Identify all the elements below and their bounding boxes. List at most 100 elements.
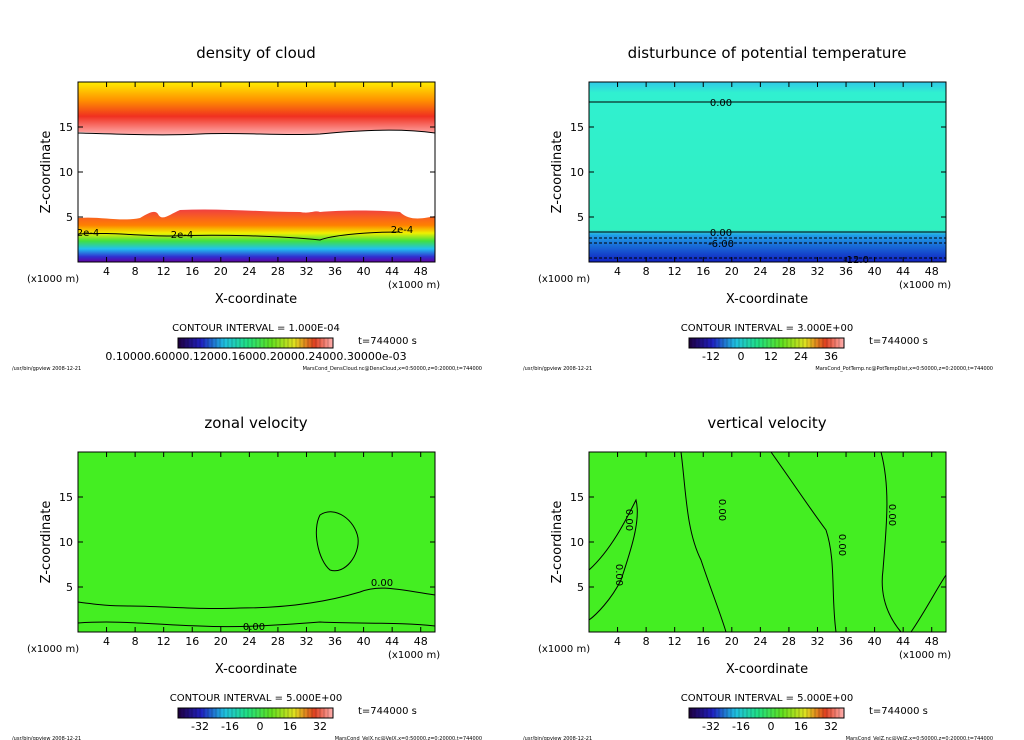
y-tick-label: 5 xyxy=(66,211,73,224)
x-tick-label: 44 xyxy=(896,265,910,278)
contour-label: 0.00 xyxy=(836,534,847,556)
contour-interval: CONTOUR INTERVAL = 1.000E-04 xyxy=(172,323,340,334)
contour-label: 0.00 xyxy=(613,564,624,586)
x-tick-label: 8 xyxy=(132,635,139,648)
contour-label: 0.00 xyxy=(623,509,634,531)
contour-label: 0.00 xyxy=(371,578,393,589)
x-tick-label: 4 xyxy=(614,635,621,648)
colorbar-label: 24 xyxy=(794,350,808,363)
x-tick-label: 4 xyxy=(103,265,110,278)
colorbar-label: 16 xyxy=(283,720,297,733)
footer-left: /usr/bin/gpview 2008-12-21 xyxy=(12,736,81,740)
x-tick-label: 4 xyxy=(614,265,621,278)
plot-background xyxy=(589,82,946,262)
colorbar-label: -16 xyxy=(221,720,239,733)
colorbar-label: 16 xyxy=(794,720,808,733)
x-tick-label: 32 xyxy=(299,635,313,648)
colorbar-label: 0 xyxy=(768,720,775,733)
x-tick-label: 36 xyxy=(328,265,342,278)
x-tick-label: 48 xyxy=(925,265,939,278)
x-axis-label: X-coordinate xyxy=(726,662,808,677)
x-unit-label-right: (x1000 m) xyxy=(388,280,440,291)
x-tick-label: 44 xyxy=(385,635,399,648)
x-tick-label: 48 xyxy=(414,265,428,278)
x-tick-label: 24 xyxy=(753,635,767,648)
x-tick-label: 28 xyxy=(271,265,285,278)
x-tick-label: 28 xyxy=(782,265,796,278)
chart-title: disturbunce of potential temperature xyxy=(628,44,907,62)
x-tick-label: 36 xyxy=(839,635,853,648)
x-tick-label: 20 xyxy=(214,265,228,278)
colorbar-label: 32 xyxy=(313,720,327,733)
cloud-band-upper xyxy=(78,82,435,135)
x-tick-label: 20 xyxy=(214,635,228,648)
x-tick-label: 40 xyxy=(868,265,882,278)
x-tick-label: 12 xyxy=(157,635,171,648)
x-tick-label: 8 xyxy=(643,265,650,278)
plot-area: 0.00 0.00 xyxy=(77,451,436,633)
y-tick-label: 15 xyxy=(59,491,73,504)
x-unit-label-left: (x1000 m) xyxy=(27,274,79,285)
y-tick-label: 10 xyxy=(570,536,584,549)
y-axis-label: Z-coordinate xyxy=(550,131,565,214)
colorbar xyxy=(177,337,334,349)
contour-line xyxy=(77,231,401,241)
contour-label: 2e-4 xyxy=(77,228,100,239)
x-unit-label-left: (x1000 m) xyxy=(538,274,590,285)
contour-interval: CONTOUR INTERVAL = 5.000E+00 xyxy=(681,693,853,704)
plot-area: 0.00 0.00 0.00 0.00 0.00 xyxy=(588,451,947,633)
y-tick-label: 5 xyxy=(66,581,73,594)
footer-left: /usr/bin/gpview 2008-12-21 xyxy=(523,366,592,372)
contour-label: 0.00 xyxy=(710,98,732,109)
y-axis-label: Z-coordinate xyxy=(39,501,54,584)
footer-right: MarsCond_VelZ.nc@VelZ,x=0:50000,z=0:2000… xyxy=(846,736,993,740)
colorbar-label: -16 xyxy=(732,720,750,733)
x-tick-label: 36 xyxy=(328,635,342,648)
contour-interval: CONTOUR INTERVAL = 5.000E+00 xyxy=(170,693,342,704)
y-tick-label: 15 xyxy=(570,121,584,134)
colorbar-label: -32 xyxy=(191,720,209,733)
time-label: t=744000 s xyxy=(869,336,928,347)
x-tick-label: 40 xyxy=(868,635,882,648)
colorbar-label: 32 xyxy=(824,720,838,733)
x-tick-label: 44 xyxy=(896,635,910,648)
x-unit-label-left: (x1000 m) xyxy=(538,644,590,655)
plot-area: 0.000.00-6.00-12.0 xyxy=(588,81,947,266)
x-tick-label: 16 xyxy=(185,635,199,648)
contour-interval: CONTOUR INTERVAL = 3.000E+00 xyxy=(681,323,853,334)
plot-background xyxy=(589,452,946,632)
chart-title: vertical velocity xyxy=(707,414,826,432)
x-unit-label-right: (x1000 m) xyxy=(899,650,951,661)
colorbar-label: 0 xyxy=(738,350,745,363)
x-tick-label: 4 xyxy=(103,635,110,648)
x-axis-label: X-coordinate xyxy=(215,292,297,307)
y-tick-label: 5 xyxy=(577,211,584,224)
x-tick-label: 8 xyxy=(132,265,139,278)
y-tick-label: 10 xyxy=(59,166,73,179)
x-tick-label: 32 xyxy=(810,635,824,648)
x-tick-label: 24 xyxy=(753,265,767,278)
x-tick-label: 20 xyxy=(725,265,739,278)
contour-label: 2e-4 xyxy=(391,225,414,236)
x-tick-label: 24 xyxy=(242,635,256,648)
footer-right: MarsCond_PotTemp.nc@PotTempDist,x=0:5000… xyxy=(815,366,993,372)
x-unit-label-right: (x1000 m) xyxy=(899,280,951,291)
contour-label: 0.00 xyxy=(243,622,265,633)
x-tick-label: 16 xyxy=(696,265,710,278)
y-tick-label: 5 xyxy=(577,581,584,594)
time-label: t=744000 s xyxy=(358,336,417,347)
colorbar-label: -12 xyxy=(702,350,720,363)
x-tick-label: 24 xyxy=(242,265,256,278)
x-tick-label: 28 xyxy=(271,635,285,648)
y-tick-label: 15 xyxy=(570,491,584,504)
contour-line xyxy=(77,129,436,136)
colorbar-label: 36 xyxy=(824,350,838,363)
chart-title: zonal velocity xyxy=(204,414,307,432)
x-tick-label: 44 xyxy=(385,265,399,278)
x-axis-label: X-coordinate xyxy=(726,292,808,307)
x-tick-label: 40 xyxy=(357,265,371,278)
x-tick-label: 48 xyxy=(414,635,428,648)
time-label: t=744000 s xyxy=(869,706,928,717)
